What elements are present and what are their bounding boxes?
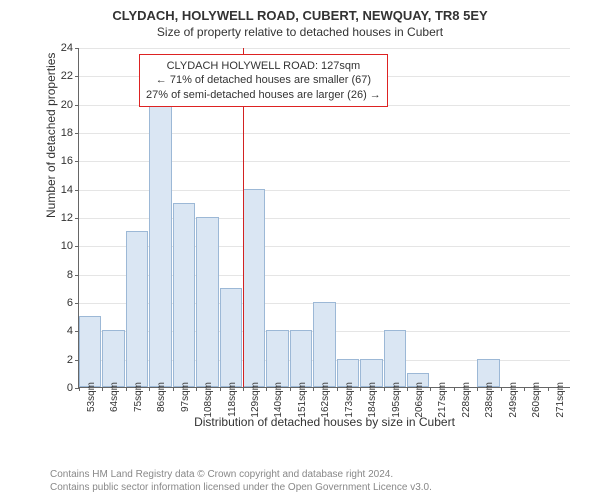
bar bbox=[79, 316, 101, 387]
xtick bbox=[548, 387, 549, 391]
xtick-label: 53sqm bbox=[86, 382, 97, 412]
xtick-label: 271sqm bbox=[555, 382, 566, 418]
gridline bbox=[79, 48, 570, 49]
xtick bbox=[102, 387, 103, 391]
xtick bbox=[337, 387, 338, 391]
y-axis-label: Number of detached properties bbox=[44, 53, 58, 218]
xtick bbox=[407, 387, 408, 391]
ytick-label: 10 bbox=[61, 240, 73, 252]
bar bbox=[266, 330, 288, 387]
ytick bbox=[75, 218, 79, 219]
ytick bbox=[75, 76, 79, 77]
xtick-label: 108sqm bbox=[203, 382, 214, 418]
xtick bbox=[313, 387, 314, 391]
xtick-label: 260sqm bbox=[531, 382, 542, 418]
footer-attribution: Contains HM Land Registry data © Crown c… bbox=[50, 468, 432, 494]
xtick-label: 249sqm bbox=[508, 382, 519, 418]
xtick-label: 75sqm bbox=[133, 382, 144, 412]
xtick bbox=[454, 387, 455, 391]
xtick-label: 217sqm bbox=[437, 382, 448, 418]
annotation-line-1: CLYDACH HOLYWELL ROAD: 127sqm bbox=[146, 59, 381, 73]
footer-line-1: Contains HM Land Registry data © Crown c… bbox=[50, 468, 432, 481]
xtick bbox=[290, 387, 291, 391]
ytick-label: 18 bbox=[61, 127, 73, 139]
xtick bbox=[173, 387, 174, 391]
ytick-label: 2 bbox=[67, 354, 73, 366]
xtick-label: 140sqm bbox=[273, 382, 284, 418]
ytick-label: 24 bbox=[61, 42, 73, 54]
annotation-line-2: ← 71% of detached houses are smaller (67… bbox=[146, 73, 381, 87]
xtick-label: 162sqm bbox=[320, 382, 331, 418]
ytick-label: 6 bbox=[67, 297, 73, 309]
bar bbox=[102, 330, 124, 387]
plot-area: Distribution of detached houses by size … bbox=[78, 48, 570, 388]
xtick bbox=[126, 387, 127, 391]
bar bbox=[126, 231, 148, 387]
xtick bbox=[360, 387, 361, 391]
chart-title: CLYDACH, HOLYWELL ROAD, CUBERT, NEWQUAY,… bbox=[0, 0, 600, 23]
bar bbox=[313, 302, 335, 387]
bar bbox=[173, 203, 195, 387]
xtick bbox=[430, 387, 431, 391]
ytick-label: 0 bbox=[67, 382, 73, 394]
xtick-label: 118sqm bbox=[227, 382, 238, 417]
ytick bbox=[75, 303, 79, 304]
xtick-label: 195sqm bbox=[391, 382, 402, 418]
xtick-label: 184sqm bbox=[367, 382, 378, 418]
xtick bbox=[79, 387, 80, 391]
annotation-line-3: 27% of semi-detached houses are larger (… bbox=[146, 88, 381, 102]
ytick bbox=[75, 161, 79, 162]
bar bbox=[384, 330, 406, 387]
ytick bbox=[75, 133, 79, 134]
footer-line-2: Contains public sector information licen… bbox=[50, 481, 432, 494]
ytick bbox=[75, 190, 79, 191]
chart-subtitle: Size of property relative to detached ho… bbox=[0, 23, 600, 39]
xtick-label: 151sqm bbox=[297, 382, 308, 418]
ytick-label: 16 bbox=[61, 155, 73, 167]
xtick bbox=[243, 387, 244, 391]
xtick bbox=[524, 387, 525, 391]
bar bbox=[243, 189, 265, 387]
xtick-label: 64sqm bbox=[109, 382, 120, 412]
ytick-label: 14 bbox=[61, 184, 73, 196]
ytick bbox=[75, 246, 79, 247]
ytick-label: 12 bbox=[61, 212, 73, 224]
bar bbox=[149, 104, 171, 387]
xtick-label: 238sqm bbox=[484, 382, 495, 418]
bar bbox=[196, 217, 218, 387]
ytick-label: 22 bbox=[61, 70, 73, 82]
ytick bbox=[75, 48, 79, 49]
xtick bbox=[149, 387, 150, 391]
xtick bbox=[384, 387, 385, 391]
xtick bbox=[501, 387, 502, 391]
xtick-label: 206sqm bbox=[414, 382, 425, 418]
xtick-label: 97sqm bbox=[180, 382, 191, 412]
bar bbox=[290, 330, 312, 387]
xtick-label: 228sqm bbox=[461, 382, 472, 418]
xtick bbox=[477, 387, 478, 391]
xtick bbox=[266, 387, 267, 391]
ytick-label: 20 bbox=[61, 99, 73, 111]
ytick-label: 8 bbox=[67, 269, 73, 281]
xtick bbox=[196, 387, 197, 391]
xtick-label: 129sqm bbox=[250, 382, 261, 418]
annotation-box: CLYDACH HOLYWELL ROAD: 127sqm ← 71% of d… bbox=[139, 54, 388, 107]
ytick bbox=[75, 105, 79, 106]
chart-container: Number of detached properties Distributi… bbox=[50, 48, 570, 418]
ytick-label: 4 bbox=[67, 325, 73, 337]
xtick-label: 173sqm bbox=[344, 382, 355, 418]
xtick-label: 86sqm bbox=[156, 382, 167, 412]
bar bbox=[220, 288, 242, 387]
ytick bbox=[75, 275, 79, 276]
xtick bbox=[220, 387, 221, 391]
